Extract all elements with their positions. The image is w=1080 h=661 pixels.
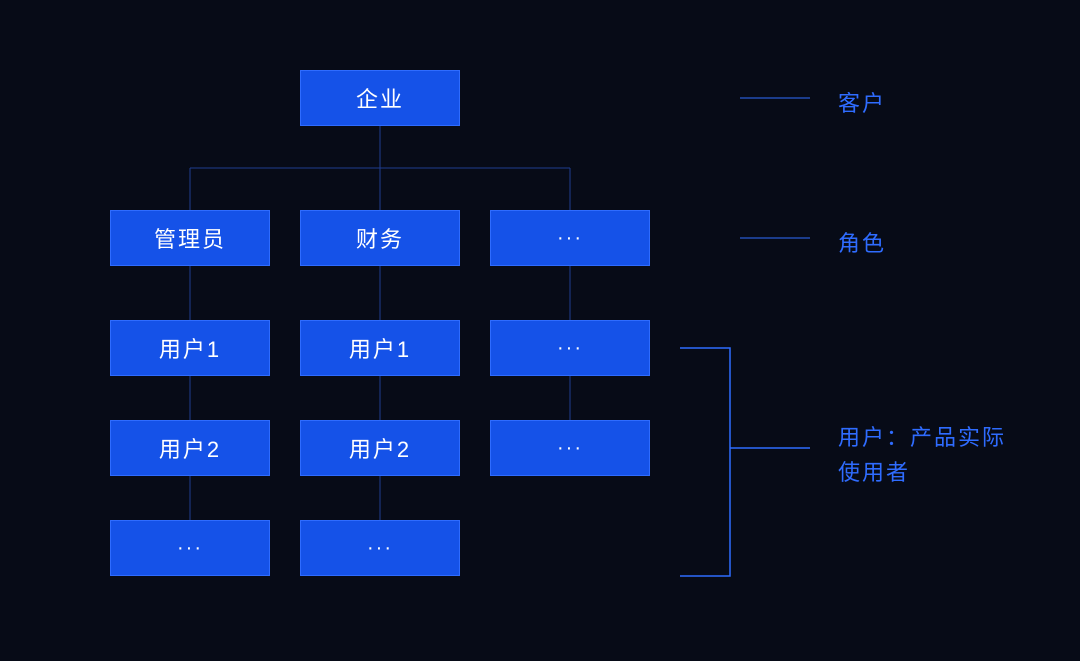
user-node-0-0: 用户1 [110,320,270,376]
role-node-2: ··· [490,210,650,266]
user-node-0-1: 用户2 [110,420,270,476]
user-node-0-2: ··· [110,520,270,576]
root-node: 企业 [300,70,460,126]
user-node-1-1: 用户2 [300,420,460,476]
user-node-1-2: ··· [300,520,460,576]
role-node-1: 财务 [300,210,460,266]
org-diagram: 企业管理员财务 ··· 用户1 用户2 ··· 用户1 用户2 ··· ··· ··· 客户角色用户… [0,0,1080,661]
legend-role: 角色 [838,226,886,261]
role-node-0: 管理员 [110,210,270,266]
legend-user: 用户：产品实际 使用者 [838,420,1006,490]
user-node-2-0: ··· [490,320,650,376]
user-node-1-0: 用户1 [300,320,460,376]
user-node-2-1: ··· [490,420,650,476]
legend-customer: 客户 [838,86,886,121]
